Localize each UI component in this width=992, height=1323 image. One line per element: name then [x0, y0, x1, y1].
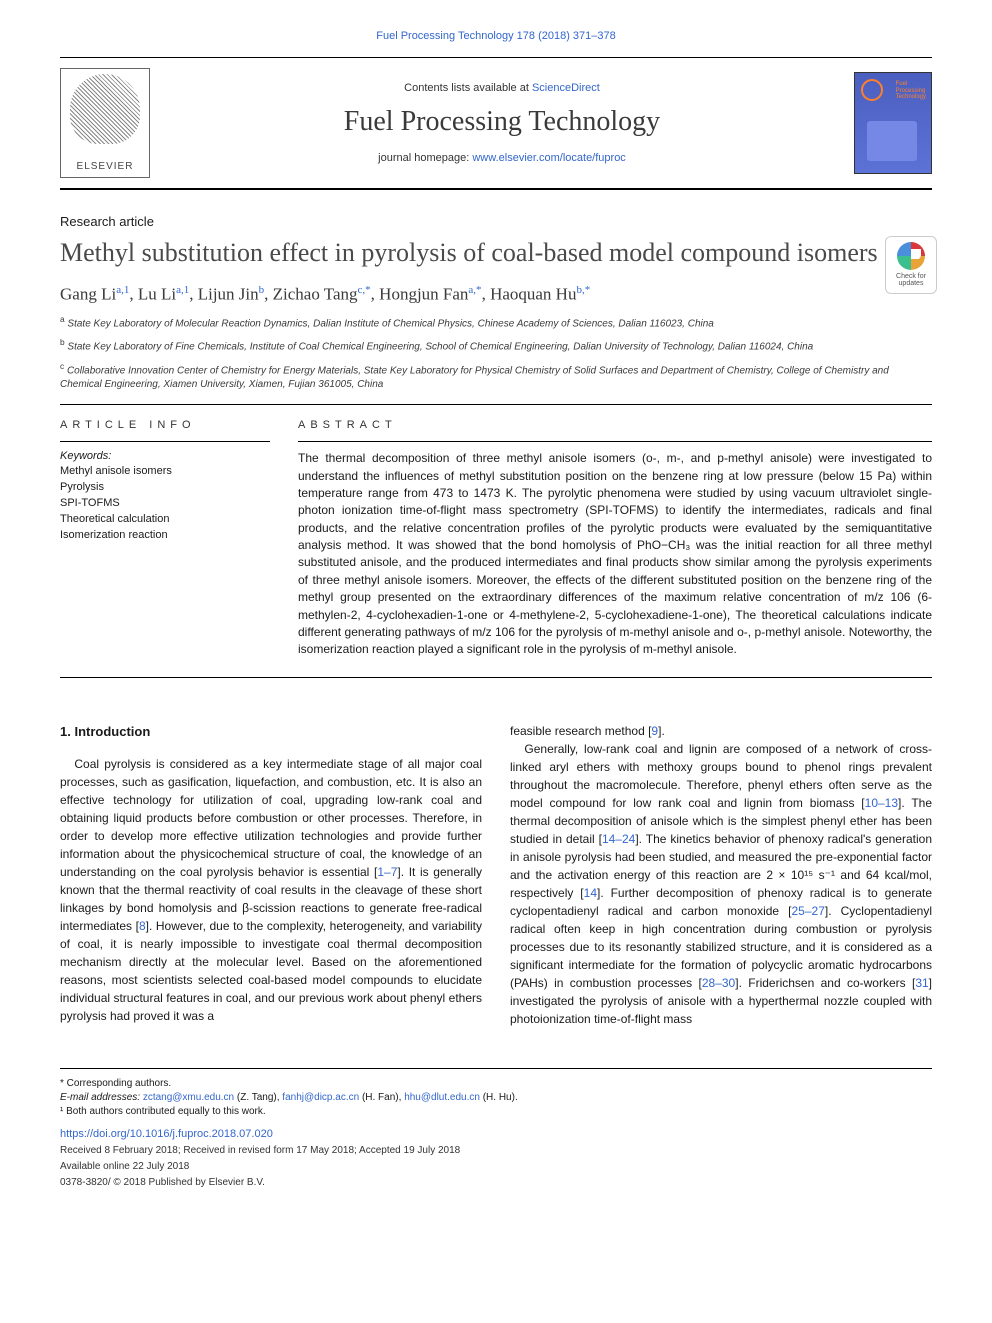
- citation-link[interactable]: 1–7: [377, 865, 397, 879]
- check-for-updates-badge[interactable]: Check for updates: [885, 236, 937, 294]
- body-paragraph: feasible research method [9].: [510, 722, 932, 740]
- doi-link[interactable]: https://doi.org/10.1016/j.fuproc.2018.07…: [60, 1127, 273, 1142]
- abstract-text: The thermal decomposition of three methy…: [298, 450, 932, 659]
- citation-link[interactable]: 14: [584, 886, 597, 900]
- body-text: feasible research method [: [510, 724, 651, 738]
- affiliation-text: State Key Laboratory of Molecular Reacti…: [67, 318, 713, 329]
- email-who: (Z. Tang),: [234, 1092, 282, 1103]
- affiliation-c: c Collaborative Innovation Center of Che…: [60, 361, 932, 392]
- abstract-heading: ABSTRACT: [298, 419, 932, 431]
- citation-link[interactable]: 14–24: [602, 832, 635, 846]
- divider: [60, 404, 932, 405]
- email-who: (H. Fan),: [359, 1092, 404, 1103]
- citation-link[interactable]: 31: [915, 976, 928, 990]
- corr-email-link[interactable]: hhu@dlut.edu.cn: [404, 1092, 480, 1103]
- abstract-block: ABSTRACT The thermal decomposition of th…: [298, 419, 932, 659]
- email-label: E-mail addresses:: [60, 1092, 143, 1103]
- email-who: (H. Hu).: [480, 1092, 518, 1103]
- journal-cover-thumb: Fuel Processing Technology: [854, 72, 932, 174]
- equal-contribution-note: ¹ Both authors contributed equally to th…: [60, 1105, 932, 1119]
- keyword: Methyl anisole isomers: [60, 464, 270, 480]
- corr-email-link[interactable]: zctang@xmu.edu.cn: [143, 1092, 234, 1103]
- cover-text-3: Technology: [896, 94, 926, 100]
- keywords-list: Methyl anisole isomers Pyrolysis SPI-TOF…: [60, 464, 270, 544]
- affiliation-a: a State Key Laboratory of Molecular Reac…: [60, 314, 932, 331]
- contents-prefix: Contents lists available at: [404, 82, 532, 94]
- article-info-heading: ARTICLE INFO: [60, 419, 270, 431]
- corr-email-link[interactable]: fanhj@dicp.ac.cn: [282, 1092, 359, 1103]
- affiliation-text: State Key Laboratory of Fine Chemicals, …: [67, 342, 813, 353]
- keyword: Pyrolysis: [60, 480, 270, 496]
- keyword: Theoretical calculation: [60, 512, 270, 528]
- journal-homepage-link[interactable]: www.elsevier.com/locate/fuproc: [472, 152, 625, 164]
- available-online-date: Available online 22 July 2018: [60, 1160, 932, 1174]
- sciencedirect-link[interactable]: ScienceDirect: [532, 82, 600, 94]
- contents-available-line: Contents lists available at ScienceDirec…: [168, 82, 836, 94]
- citation-link[interactable]: 25–27: [792, 904, 825, 918]
- homepage-prefix: journal homepage:: [378, 152, 472, 164]
- author-list: Gang Lia,1, Lu Lia,1, Lijun Jinb, Zichao…: [60, 284, 932, 305]
- cover-text-2: Processing: [896, 88, 926, 94]
- article-title: Methyl substitution effect in pyrolysis …: [60, 237, 932, 270]
- corresponding-author-note: * Corresponding authors.: [60, 1077, 932, 1091]
- crossmark-icon: [897, 242, 925, 270]
- body-two-column: 1. Introduction Coal pyrolysis is consid…: [60, 722, 932, 1028]
- cover-thumb-image: [867, 121, 917, 161]
- publisher-logo: ELSEVIER: [60, 68, 150, 178]
- citation-link[interactable]: 28–30: [702, 976, 735, 990]
- header-center: Contents lists available at ScienceDirec…: [168, 82, 836, 164]
- keywords-label: Keywords:: [60, 450, 270, 462]
- citation-link[interactable]: 10–13: [865, 796, 898, 810]
- keyword: Isomerization reaction: [60, 528, 270, 544]
- article-info-sidebar: ARTICLE INFO Keywords: Methyl anisole is…: [60, 419, 270, 659]
- divider: [60, 677, 932, 678]
- article-type: Research article: [60, 214, 932, 229]
- journal-name: Fuel Processing Technology: [168, 106, 836, 138]
- affiliation-b: b State Key Laboratory of Fine Chemicals…: [60, 337, 932, 354]
- divider: [298, 441, 932, 442]
- received-dates: Received 8 February 2018; Received in re…: [60, 1144, 932, 1158]
- citation-link[interactable]: 8: [139, 919, 146, 933]
- keyword: SPI-TOFMS: [60, 496, 270, 512]
- article-info-row: ARTICLE INFO Keywords: Methyl anisole is…: [60, 419, 932, 659]
- affiliation-text: Collaborative Innovation Center of Chemi…: [60, 365, 889, 390]
- section-heading: 1. Introduction: [60, 722, 482, 742]
- body-text: ].: [658, 724, 665, 738]
- cover-text-1: Fuel: [896, 81, 908, 87]
- publisher-name: ELSEVIER: [77, 161, 134, 172]
- top-citation: Fuel Processing Technology 178 (2018) 37…: [60, 30, 932, 42]
- email-line: E-mail addresses: zctang@xmu.edu.cn (Z. …: [60, 1091, 932, 1105]
- cover-thumb-text: Fuel Processing Technology: [896, 81, 926, 101]
- affiliation-list: a State Key Laboratory of Molecular Reac…: [60, 314, 932, 392]
- footer-block: * Corresponding authors. E-mail addresse…: [60, 1068, 932, 1190]
- body-paragraph: Generally, low-rank coal and lignin are …: [510, 740, 932, 1028]
- elsevier-tree-icon: [70, 74, 140, 144]
- copyright-line: 0378-3820/ © 2018 Published by Elsevier …: [60, 1176, 932, 1190]
- header-banner: ELSEVIER Contents lists available at Sci…: [60, 57, 932, 190]
- divider: [60, 441, 270, 442]
- body-paragraph: Coal pyrolysis is considered as a key in…: [60, 755, 482, 1025]
- check-for-updates-label: Check for updates: [886, 273, 936, 287]
- journal-homepage-line: journal homepage: www.elsevier.com/locat…: [168, 152, 836, 164]
